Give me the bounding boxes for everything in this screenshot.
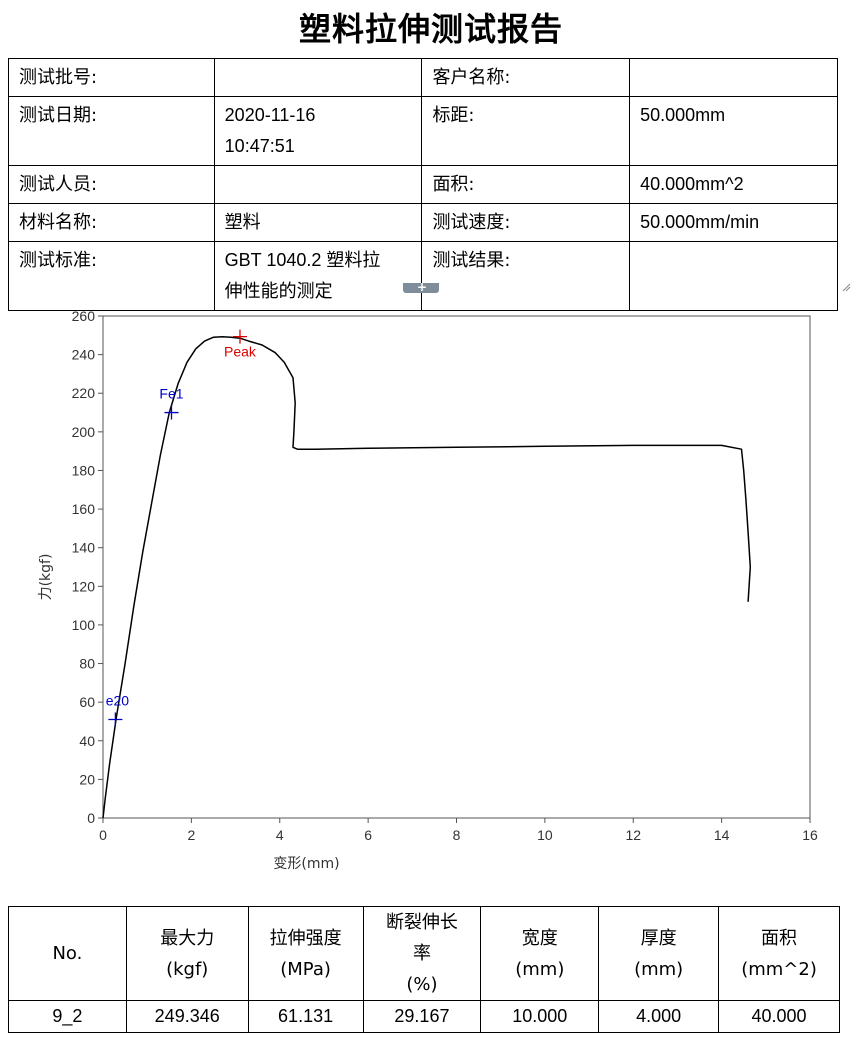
marker-e20-label: e20 (106, 693, 130, 709)
force-deformation-chart: 0 20 40 60 80 100 120 140 160 180 200 220 240 260 0 2 4 6… (38, 308, 818, 872)
header-area: 面积 (mm^2) (718, 906, 840, 1001)
operator-label: 测试人员: (8, 165, 215, 204)
speed-label: 测试速度: (421, 203, 631, 242)
x-tick-label: 12 (625, 827, 641, 843)
y-tick-label: 140 (72, 540, 96, 556)
cell-area: 40.000 (718, 1000, 840, 1033)
header-thickness: 厚度 (mm) (598, 906, 720, 1001)
y-tick-label: 260 (72, 308, 96, 324)
date-value-date: 2020-11-16 (224, 105, 316, 125)
y-tick-label: 240 (72, 347, 96, 363)
info-table: 测试批号: 客户名称: 测试日期: 2020-11-16 10:47:51 标距… (8, 58, 838, 311)
x-tick-label: 0 (99, 827, 107, 843)
batch-label: 测试批号: (8, 58, 215, 97)
info-row-date: 测试日期: 2020-11-16 10:47:51 标距: 50.000mm (8, 96, 838, 166)
force-deformation-curve (102, 335, 752, 819)
header-no: No. (8, 906, 127, 1001)
x-tick-label: 4 (276, 827, 284, 843)
date-value-time: 10:47:51 (224, 136, 295, 156)
y-tick-label: 160 (72, 501, 96, 517)
section-splitter-handle[interactable]: + (403, 280, 439, 294)
x-tick-label: 10 (537, 827, 553, 843)
y-tick-label: 220 (72, 385, 96, 401)
client-value (629, 58, 838, 97)
date-value: 2020-11-16 10:47:51 (213, 96, 423, 166)
marker-peak-label: Peak (224, 344, 257, 360)
operator-value (213, 165, 423, 204)
cell-no: 9_2 (8, 1000, 127, 1033)
x-tick-label: 8 (453, 827, 461, 843)
marker-peak-cross (232, 329, 247, 344)
material-label: 材料名称: (8, 203, 215, 242)
result-label: 测试结果: (421, 241, 631, 311)
report-title: 塑料拉伸测试报告 (298, 10, 563, 48)
info-row-operator: 测试人员: 面积: 40.000mm^2 (8, 165, 838, 204)
result-value (629, 241, 838, 311)
results-table: No. 最大力 (kgf) 拉伸强度 (MPa) 断裂伸长 率 (%) 宽度 (… (8, 906, 840, 1033)
marker-e20-cross (108, 712, 123, 727)
cell-max-force: 249.346 (125, 1000, 249, 1033)
date-label: 测试日期: (8, 96, 215, 166)
standard-value: GBT 1040.2 塑料拉 伸性能的测定 (213, 241, 423, 311)
y-tick-label: 80 (79, 656, 95, 672)
info-row-material: 材料名称: 塑料 测试速度: 50.000mm/min (8, 203, 838, 242)
y-tick-label: 40 (79, 733, 95, 749)
marker-fe1-cross (164, 405, 179, 420)
standard-label: 测试标准: (8, 241, 215, 311)
area-value: 40.000mm^2 (629, 165, 838, 204)
speed-value: 50.000mm/min (629, 203, 838, 242)
plus-icon: + (417, 280, 428, 294)
header-elongation: 断裂伸长 率 (%) (362, 906, 482, 1001)
standard-value-line1: GBT 1040.2 塑料拉 (224, 250, 381, 270)
y-tick-label: 120 (72, 578, 96, 594)
standard-value-line2: 伸性能的测定 (224, 281, 333, 301)
x-tick-label: 2 (187, 827, 195, 843)
results-header-row: No. 最大力 (kgf) 拉伸强度 (MPa) 断裂伸长 率 (%) 宽度 (… (8, 906, 840, 1001)
y-tick-label: 200 (72, 424, 96, 440)
info-row-batch: 测试批号: 客户名称: (8, 58, 838, 97)
x-axis-label: 变形(mm) (273, 856, 339, 872)
cell-tensile-strength: 61.131 (247, 1000, 364, 1033)
material-value: 塑料 (213, 203, 423, 242)
y-tick-label: 0 (87, 810, 95, 826)
marker-fe1-label: Fe1 (159, 386, 183, 402)
y-tick-label: 20 (79, 771, 95, 787)
plot-frame (102, 315, 811, 819)
cell-elongation: 29.167 (362, 1000, 482, 1033)
header-width: 宽度 (mm) (480, 906, 600, 1001)
client-label: 客户名称: (421, 58, 631, 97)
y-axis-label: 力(kgf) (38, 554, 54, 601)
header-max-force: 最大力 (kgf) (125, 906, 249, 1001)
y-tick-label: 100 (72, 617, 96, 633)
y-tick-label: 60 (79, 694, 95, 710)
info-row-standard: 测试标准: GBT 1040.2 塑料拉 伸性能的测定 测试结果: (8, 241, 838, 311)
x-tick-label: 6 (364, 827, 372, 843)
batch-value (213, 58, 423, 97)
cell-width: 10.000 (480, 1000, 600, 1033)
x-tick-label: 16 (802, 827, 818, 843)
resize-handle-icon[interactable] (842, 283, 851, 292)
area-label: 面积: (421, 165, 631, 204)
y-tick-label: 180 (72, 462, 96, 478)
x-tick-label: 14 (714, 827, 730, 843)
gauge-value: 50.000mm (629, 96, 838, 166)
cell-thickness: 4.000 (598, 1000, 720, 1033)
results-data-row: 9_2 249.346 61.131 29.167 10.000 4.000 4… (8, 1000, 840, 1033)
gauge-label: 标距: (421, 96, 631, 166)
header-tensile-strength: 拉伸强度 (MPa) (247, 906, 364, 1001)
